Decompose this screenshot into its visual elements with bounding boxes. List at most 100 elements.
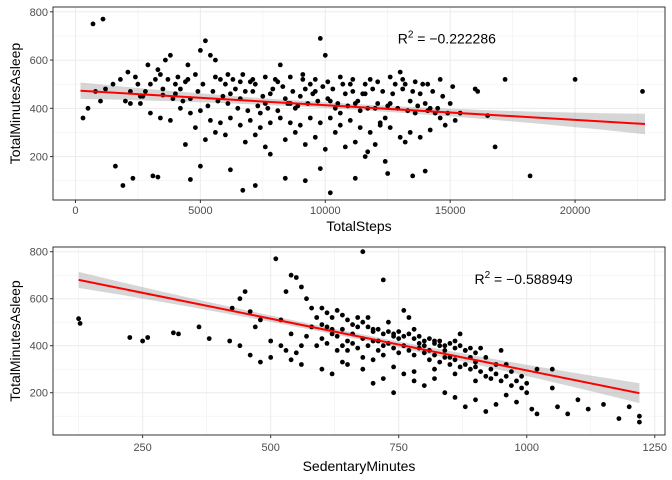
data-point: [457, 364, 463, 370]
data-point: [342, 144, 348, 150]
data-point: [319, 322, 325, 327]
r-squared-superscript: 2: [485, 270, 491, 281]
data-point: [317, 36, 323, 41]
data-point: [247, 118, 253, 123]
data-point: [410, 173, 416, 179]
data-point: [242, 289, 248, 294]
data-point: [206, 336, 212, 341]
data-point: [299, 284, 304, 290]
y-tick-label: 800: [30, 247, 48, 259]
data-point: [509, 369, 514, 374]
data-point: [432, 352, 437, 358]
data-point: [488, 376, 494, 381]
data-point: [282, 96, 288, 102]
data-point: [437, 343, 443, 349]
data-point: [113, 163, 118, 169]
data-point: [314, 343, 320, 349]
data-point: [295, 103, 301, 109]
data-point: [178, 105, 183, 111]
trend-line: [78, 278, 640, 395]
data-point: [288, 331, 294, 337]
data-point: [233, 86, 238, 92]
data-point: [524, 390, 530, 396]
panel-border: [52, 6, 666, 201]
data-point: [483, 373, 489, 379]
data-point: [329, 331, 335, 337]
data-point: [188, 110, 193, 116]
data-point: [155, 174, 161, 180]
data-point: [100, 16, 106, 22]
data-point: [406, 348, 412, 353]
x-axis-title: SedentaryMinutes: [303, 458, 416, 474]
data-point: [330, 86, 336, 92]
data-point: [237, 122, 243, 128]
data-point: [549, 366, 555, 372]
x-tick-label: 0: [72, 205, 78, 217]
data-point: [175, 74, 181, 80]
data-point: [478, 369, 483, 374]
data-point: [250, 77, 256, 82]
x-axis-title: TotalSteps: [326, 218, 391, 234]
x-tick-label: 750: [390, 442, 408, 454]
data-point: [427, 127, 433, 133]
data-point: [282, 137, 288, 143]
data-point: [360, 355, 366, 360]
data-point: [180, 98, 186, 104]
y-axis-title: TotalMinutesAsleep: [7, 280, 23, 402]
data-point: [118, 77, 123, 82]
data-point: [365, 149, 371, 155]
data-point: [337, 110, 343, 116]
data-point: [386, 319, 391, 325]
data-point: [153, 77, 158, 82]
data-point: [382, 115, 388, 121]
data-point: [300, 72, 306, 77]
r-squared-value: = −0.588949: [490, 271, 573, 287]
data-point: [103, 86, 108, 92]
data-point: [457, 343, 463, 349]
data-point: [278, 343, 284, 349]
data-point: [442, 355, 448, 360]
data-point: [519, 385, 524, 391]
data-point: [218, 77, 223, 82]
y-tick-label: 200: [30, 152, 48, 164]
x-tick-label: 5000: [188, 205, 212, 217]
data-point: [493, 402, 499, 407]
data-point: [425, 81, 431, 87]
data-point: [370, 380, 376, 386]
data-point: [262, 144, 268, 150]
data-point: [410, 89, 416, 94]
data-point: [297, 93, 303, 99]
data-point: [85, 105, 91, 111]
data-point: [442, 122, 448, 128]
data-point: [370, 329, 376, 334]
data-point: [357, 125, 363, 130]
data-point: [247, 309, 253, 314]
data-point: [268, 355, 274, 360]
data-point: [450, 84, 456, 89]
data-point: [502, 77, 508, 82]
data-point: [534, 411, 540, 417]
data-point: [478, 345, 483, 351]
data-point: [380, 331, 386, 337]
data-point: [297, 122, 303, 128]
data-point: [360, 319, 366, 325]
data-point: [415, 103, 421, 109]
data-point: [390, 91, 396, 97]
data-point: [355, 315, 361, 320]
data-point: [411, 326, 417, 332]
data-point: [407, 130, 413, 135]
data-point: [524, 380, 530, 386]
data-point: [143, 89, 148, 94]
data-point: [262, 74, 268, 80]
data-point: [401, 371, 407, 377]
data-point: [225, 72, 231, 77]
data-point: [640, 89, 645, 94]
data-point: [110, 81, 116, 87]
data-point: [240, 187, 246, 193]
data-point: [365, 315, 371, 320]
data-point: [160, 86, 166, 92]
data-point: [601, 402, 606, 407]
data-point: [210, 89, 216, 94]
data-point: [637, 413, 642, 419]
